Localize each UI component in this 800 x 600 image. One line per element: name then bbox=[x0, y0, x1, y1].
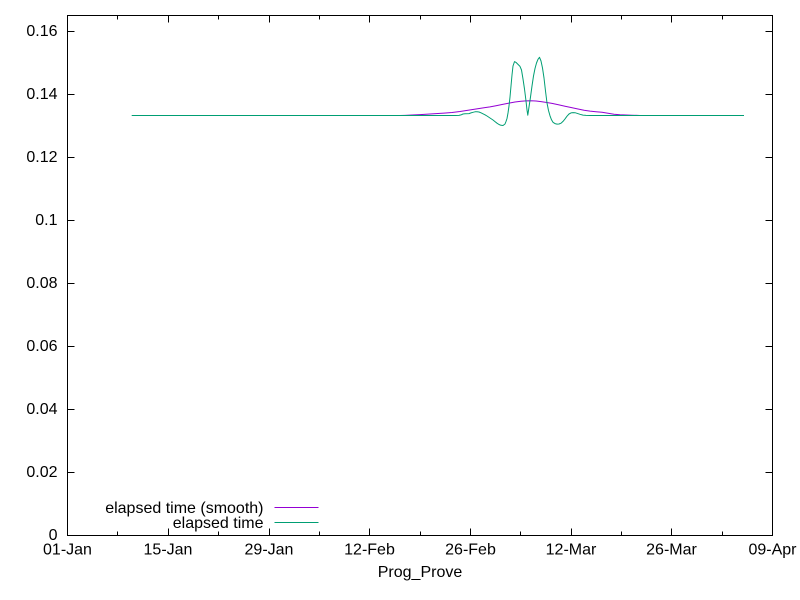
svg-text:0: 0 bbox=[49, 527, 58, 544]
svg-text:26-Mar: 26-Mar bbox=[646, 542, 697, 559]
svg-text:26-Feb: 26-Feb bbox=[445, 542, 496, 559]
svg-text:elapsed time: elapsed time bbox=[173, 515, 264, 532]
svg-text:0.04: 0.04 bbox=[26, 401, 57, 418]
svg-text:elapsed time (smooth): elapsed time (smooth) bbox=[105, 500, 263, 517]
svg-text:0.1: 0.1 bbox=[35, 212, 57, 229]
svg-text:15-Jan: 15-Jan bbox=[144, 542, 193, 559]
svg-text:0.14: 0.14 bbox=[26, 86, 57, 103]
svg-text:12-Mar: 12-Mar bbox=[546, 542, 597, 559]
svg-text:0.02: 0.02 bbox=[26, 464, 57, 481]
svg-text:0.16: 0.16 bbox=[26, 23, 57, 40]
svg-text:01-Jan: 01-Jan bbox=[43, 542, 92, 559]
svg-text:Prog_Prove: Prog_Prove bbox=[378, 564, 463, 581]
svg-text:0.08: 0.08 bbox=[26, 275, 57, 292]
svg-text:0.12: 0.12 bbox=[26, 149, 57, 166]
svg-text:09-Apr: 09-Apr bbox=[748, 542, 797, 559]
svg-text:0.06: 0.06 bbox=[26, 338, 57, 355]
svg-text:12-Feb: 12-Feb bbox=[344, 542, 395, 559]
svg-text:29-Jan: 29-Jan bbox=[245, 542, 294, 559]
